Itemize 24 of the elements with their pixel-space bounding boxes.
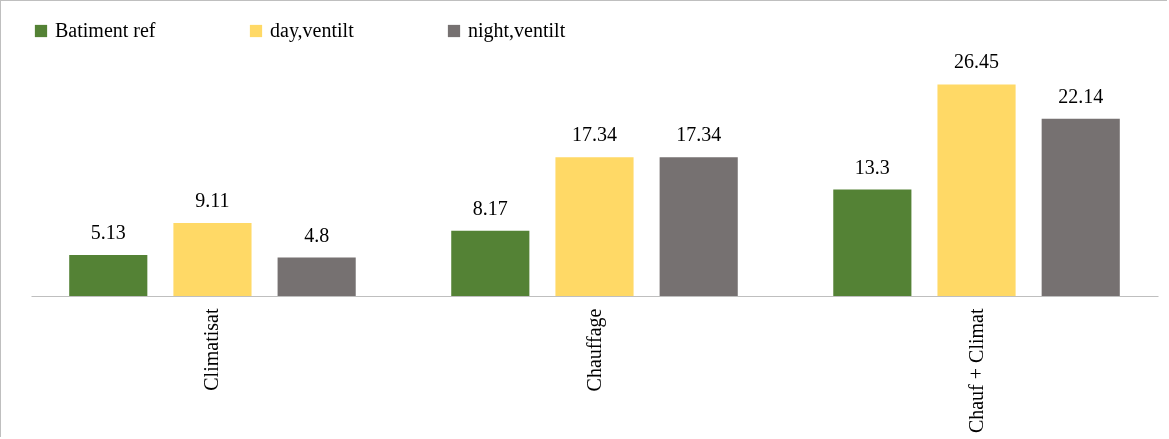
bar bbox=[1041, 118, 1120, 296]
data-label: 22.14 bbox=[1058, 84, 1104, 107]
x-tick-label: Chauf + Climat bbox=[964, 308, 987, 434]
x-tick-label: Climatisat bbox=[200, 308, 223, 391]
x-tick-label: Chauffage bbox=[582, 308, 606, 392]
data-label: 5.13 bbox=[90, 220, 126, 243]
bar bbox=[173, 223, 252, 296]
legend-label: day,ventilt bbox=[270, 19, 355, 42]
legend-label: Batiment ref bbox=[55, 19, 156, 41]
data-label: 9.11 bbox=[195, 189, 230, 212]
data-label: 26.45 bbox=[954, 50, 1000, 73]
bar bbox=[451, 230, 530, 296]
bar bbox=[833, 189, 912, 296]
data-label: 17.34 bbox=[676, 123, 722, 146]
data-label: 17.34 bbox=[572, 123, 617, 146]
bar bbox=[69, 254, 148, 296]
data-label: 8.17 bbox=[472, 196, 508, 219]
bar bbox=[659, 157, 738, 296]
data-label: 13.3 bbox=[854, 155, 890, 178]
legend-label: night,ventilt bbox=[468, 19, 566, 42]
bar bbox=[937, 84, 1016, 296]
bar bbox=[555, 157, 634, 296]
bar bbox=[277, 257, 356, 296]
data-label: 4.8 bbox=[304, 223, 330, 246]
